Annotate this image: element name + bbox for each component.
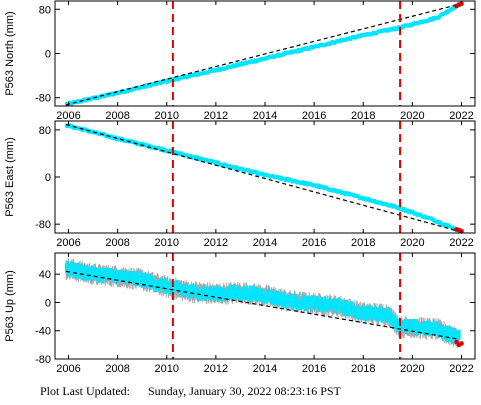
- data-points: [65, 260, 461, 346]
- data-point: [322, 302, 326, 313]
- data-point: [275, 295, 278, 306]
- data-point: [309, 301, 313, 312]
- data-point: [97, 273, 101, 284]
- x-tick-label: 2022: [449, 110, 473, 122]
- x-tick-label: 2020: [400, 237, 424, 249]
- x-tick-label: 2012: [204, 363, 228, 375]
- y-tick-label: 80: [39, 4, 51, 16]
- data-point: [394, 314, 397, 325]
- x-tick-label: 2006: [56, 110, 80, 122]
- data-point: [248, 292, 252, 303]
- x-tick-label: 2020: [400, 363, 424, 375]
- trend-line: [65, 123, 460, 232]
- data-point: [162, 278, 165, 289]
- x-tick-label: 2008: [105, 363, 129, 375]
- x-tick-label: 2010: [155, 363, 179, 375]
- data-point: [444, 326, 447, 337]
- data-point: [75, 267, 79, 278]
- x-tick-label: 2006: [56, 363, 80, 375]
- data-point: [270, 294, 273, 305]
- recent-point: [459, 341, 464, 346]
- x-tick-label: 2016: [302, 363, 326, 375]
- data-point: [386, 312, 389, 323]
- data-point: [294, 293, 298, 304]
- y-tick-label: -80: [35, 219, 51, 231]
- x-tick-label: 2010: [155, 110, 179, 122]
- x-tick-label: 2006: [56, 237, 80, 249]
- x-tick-label: 2012: [204, 110, 228, 122]
- y-tick-label: -40: [35, 326, 51, 338]
- x-tick-label: 2010: [155, 237, 179, 249]
- data-point: [135, 271, 139, 282]
- x-tick-label: 2016: [302, 110, 326, 122]
- y-axis-label: P563 Up (mm): [4, 270, 16, 342]
- y-axis-label: P563 East (mm): [4, 137, 16, 216]
- trend-line: [65, 270, 460, 340]
- trend-line: [65, 3, 460, 106]
- panel-2: 2006 2008 2010 2012 2014 2016 2018 2020 2022 -80 0…: [4, 120, 476, 249]
- plot-frame: [54, 252, 476, 360]
- data-point: [308, 296, 312, 307]
- y-tick-label: -80: [35, 93, 51, 105]
- x-tick-label: 2016: [302, 237, 326, 249]
- data-point: [404, 319, 407, 330]
- x-tick-label: 2018: [351, 237, 375, 249]
- x-tick-label: 2014: [253, 363, 277, 375]
- data-point: [458, 329, 461, 340]
- data-point: [216, 285, 219, 296]
- data-point: [100, 267, 104, 278]
- x-tick-label: 2008: [105, 110, 129, 122]
- data-point: [66, 260, 69, 271]
- data-point: [343, 305, 346, 316]
- y-tick-label: 0: [45, 297, 51, 309]
- data-point: [90, 265, 94, 276]
- x-tick-label: 2020: [400, 110, 424, 122]
- y-tick-label: 0: [45, 49, 51, 61]
- x-tick-label: 2014: [253, 237, 277, 249]
- x-tick-label: 2014: [253, 110, 277, 122]
- panel-1: 2006 2008 2010 2012 2014 2016 2018 2020 2022 -80 0…: [4, 0, 476, 122]
- data-point: [139, 272, 143, 283]
- x-tick-label: 2012: [204, 237, 228, 249]
- data-point: [82, 264, 86, 275]
- x-tick-label: 2022: [449, 363, 473, 375]
- data-point: [144, 273, 148, 284]
- data-point: [361, 305, 365, 316]
- data-point: [364, 311, 368, 322]
- data-point: [283, 292, 286, 303]
- x-tick-label: 2018: [351, 363, 375, 375]
- data-point: [136, 276, 140, 287]
- panel-3: 2006 2008 2010 2012 2014 2016 2018 2020 2022 -80 -…: [4, 252, 476, 375]
- data-points: [65, 1, 461, 107]
- data-point: [89, 270, 93, 281]
- data-point: [447, 326, 450, 337]
- y-tick-label: -80: [35, 354, 51, 366]
- data-point: [414, 319, 418, 330]
- footer-label: Plot Last Updated:: [40, 384, 130, 398]
- y-axis-label: P563 North (mm): [4, 11, 16, 95]
- footer-timestamp: Sunday, January 30, 2022 08:23:16 PST: [148, 384, 341, 398]
- y-tick-label: 0: [45, 172, 51, 184]
- data-point: [73, 263, 77, 274]
- x-tick-label: 2022: [449, 237, 473, 249]
- data-point: [453, 6, 456, 11]
- x-tick-label: 2008: [105, 237, 129, 249]
- y-tick-label: 80: [39, 125, 51, 137]
- data-point: [81, 270, 85, 281]
- footer: Plot Last Updated: Sunday, January 30, 2…: [0, 381, 481, 400]
- y-tick-label: 40: [39, 269, 51, 281]
- data-point: [76, 262, 80, 273]
- x-tick-label: 2018: [351, 110, 375, 122]
- data-point: [345, 301, 348, 312]
